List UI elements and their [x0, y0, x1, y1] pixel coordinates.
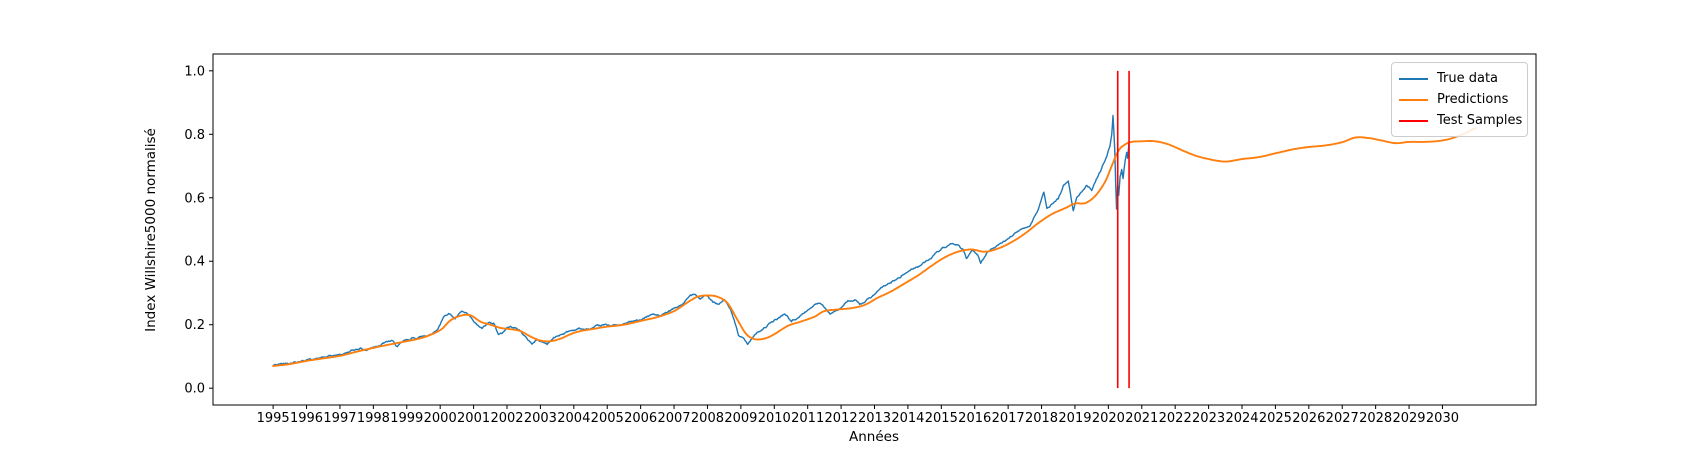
x-tick-label: 2024 [1225, 411, 1258, 426]
x-tick-label: 2011 [791, 411, 824, 426]
x-tick-label: 1995 [257, 411, 290, 426]
x-tick-label: 2019 [1058, 411, 1091, 426]
y-tick-label: 0.4 [184, 255, 205, 270]
x-tick-label: 1996 [290, 411, 323, 426]
x-tick-label: 2001 [457, 411, 490, 426]
plot-border [212, 53, 1537, 406]
x-tick-label: 2020 [1092, 411, 1125, 426]
x-axis-label: Années [849, 429, 899, 445]
x-tick-label: 1998 [357, 411, 390, 426]
y-tick-label: 0.6 [184, 191, 205, 206]
legend-label-test-samples: Test Samples [1437, 113, 1523, 128]
x-tick-label: 2006 [624, 411, 657, 426]
x-tick-label: 2015 [925, 411, 958, 426]
predictions-line-swatch [1399, 98, 1428, 101]
x-tick-label: 2005 [591, 411, 624, 426]
legend: True data Predictions Test Samples [1391, 62, 1528, 137]
x-tick-label: 2018 [1025, 411, 1058, 426]
legend-entry-true-data: True data [1399, 68, 1519, 89]
x-tick-label: 2003 [524, 411, 557, 426]
predictions-line [272, 126, 1477, 367]
y-axis-label: Index Willshire5000 normalisé [143, 128, 159, 332]
y-tick-label: 0.8 [184, 128, 205, 143]
legend-entry-test-samples: Test Samples [1399, 110, 1523, 131]
true-data-line [273, 114, 1130, 366]
x-tick-label: 2013 [858, 411, 891, 426]
x-tick-label: 2026 [1292, 411, 1325, 426]
x-tick-label: 2030 [1426, 411, 1459, 426]
x-tick-label: 2004 [557, 411, 590, 426]
x-tick-label: 2029 [1392, 411, 1425, 426]
y-tick-label: 0.2 [184, 318, 205, 333]
x-tick-label: 1997 [323, 411, 356, 426]
x-tick-label: 1999 [390, 411, 423, 426]
x-tick-label: 2007 [657, 411, 690, 426]
x-tick-label: 2023 [1192, 411, 1225, 426]
x-tick-label: 2016 [958, 411, 991, 426]
x-tick-label: 2002 [490, 411, 523, 426]
x-tick-label: 2009 [724, 411, 757, 426]
x-tick-label: 2014 [891, 411, 924, 426]
x-tick-label: 2012 [825, 411, 858, 426]
x-tick-label: 2028 [1359, 411, 1392, 426]
x-tick-label: 2022 [1159, 411, 1192, 426]
y-tick-label: 1.0 [184, 64, 205, 79]
x-tick-label: 2017 [992, 411, 1025, 426]
x-tick-label: 2000 [424, 411, 457, 426]
x-tick-label: 2027 [1326, 411, 1359, 426]
x-tick-label: 2025 [1259, 411, 1292, 426]
x-tick-label: 2021 [1125, 411, 1158, 426]
test-samples-line-swatch [1399, 119, 1428, 122]
legend-label-true-data: True data [1437, 71, 1499, 86]
true-data-line-swatch [1399, 77, 1428, 80]
x-tick-label: 2008 [691, 411, 724, 426]
legend-entry-predictions: Predictions [1399, 89, 1519, 110]
y-tick-label: 0.0 [184, 382, 205, 397]
x-tick-label: 2010 [758, 411, 791, 426]
legend-label-predictions: Predictions [1437, 92, 1509, 107]
